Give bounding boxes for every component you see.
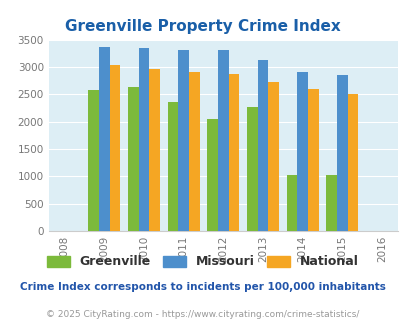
Bar — [286, 175, 296, 231]
Bar — [228, 74, 239, 231]
Bar — [246, 107, 257, 231]
Text: Greenville Property Crime Index: Greenville Property Crime Index — [65, 19, 340, 34]
Bar — [167, 102, 178, 231]
Bar — [336, 75, 347, 231]
Bar — [257, 60, 268, 231]
Bar — [128, 87, 138, 231]
Bar — [207, 119, 217, 231]
Bar — [347, 94, 358, 231]
Text: © 2025 CityRating.com - https://www.cityrating.com/crime-statistics/: © 2025 CityRating.com - https://www.city… — [46, 310, 359, 319]
Bar — [296, 72, 307, 231]
Bar — [178, 50, 188, 231]
Bar — [268, 82, 278, 231]
Legend: Greenville, Missouri, National: Greenville, Missouri, National — [42, 250, 363, 274]
Bar — [109, 65, 120, 231]
Bar — [188, 72, 199, 231]
Text: Crime Index corresponds to incidents per 100,000 inhabitants: Crime Index corresponds to incidents per… — [20, 282, 385, 292]
Bar — [149, 69, 160, 231]
Bar — [138, 48, 149, 231]
Bar — [217, 50, 228, 231]
Bar — [88, 90, 99, 231]
Bar — [326, 175, 336, 231]
Bar — [99, 47, 109, 231]
Bar — [307, 89, 318, 231]
